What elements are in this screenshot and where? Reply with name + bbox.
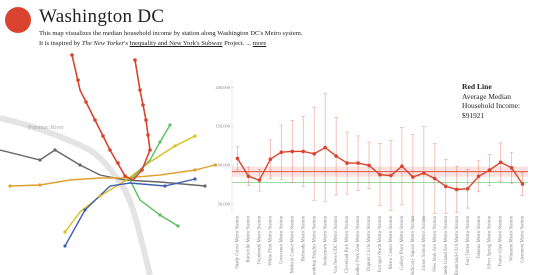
- station-point: [268, 157, 273, 161]
- station-point: [389, 173, 393, 178]
- chart: 50,000 100,000 150,000 200,000 Shady Grove M…: [215, 80, 528, 275]
- info-value: $91921: [462, 110, 485, 120]
- station-point: [345, 161, 349, 165]
- x-tick-label: Grosvenor Metro Station: [279, 215, 284, 264]
- x-tick-label: Farragut North Metro Station: [378, 215, 383, 272]
- x-tick-label: New York Ave Metro Station: [433, 215, 438, 271]
- x-tick-label: Forest Glen Metro Station: [499, 215, 504, 266]
- station-point: [465, 186, 470, 191]
- info-label: Average Median Household Income:: [462, 91, 521, 111]
- river-label: Potomac River: [28, 125, 64, 131]
- station-point: [411, 175, 415, 179]
- x-tick-label: Medical Center Metro Station: [290, 215, 295, 273]
- page-title: Washington DC: [39, 6, 165, 27]
- station-point: [378, 172, 382, 177]
- x-tick-label: Shady Grove Metro Station: [236, 215, 241, 268]
- x-tick-label: Union Station Metro Station: [422, 215, 427, 270]
- x-tick-label: White Flint Metro Station: [268, 215, 273, 265]
- x-tick-label: Metro Center Metro Station: [389, 215, 394, 269]
- station-point: [487, 168, 492, 172]
- station-point: [235, 156, 240, 161]
- x-tick-label: Fort Totten Metro Station: [466, 215, 471, 265]
- station-point: [509, 165, 514, 170]
- x-tick-label: Cleveland Park Metro Station: [345, 215, 350, 273]
- station-point: [279, 150, 284, 155]
- x-tick-label: Dupont Circle Metro Station: [367, 215, 372, 271]
- more-link[interactable]: more: [252, 40, 267, 47]
- station-point: [454, 187, 459, 192]
- x-tick-label: Tenleytown Metro Station: [323, 215, 328, 266]
- text: It is inspired by: [39, 40, 82, 47]
- station-point: [246, 174, 251, 179]
- info-box: Red Line Average Median Household Income…: [462, 82, 542, 120]
- x-tick-label: Takoma Metro Station: [477, 215, 482, 259]
- station-point: [498, 160, 503, 165]
- text: The New Yorker: [81, 40, 125, 47]
- red-line: [71, 54, 151, 181]
- text: 's: [124, 40, 130, 47]
- station-point: [257, 178, 262, 182]
- x-tick-label: Woodley Park-Zoo Metro Station: [356, 215, 361, 275]
- y-tick-label: 50,000: [218, 201, 231, 207]
- line-name: Red Line: [462, 82, 492, 91]
- blue-line: [64, 178, 196, 247]
- station-point: [334, 154, 338, 158]
- y-tick-label: 100,000: [215, 162, 230, 168]
- link[interactable]: Inequality and New York's Subway: [129, 40, 223, 47]
- y-tick-label: 150,000: [215, 124, 230, 130]
- orange-line: [9, 164, 216, 187]
- station-point: [356, 161, 360, 165]
- station-point: [367, 163, 371, 168]
- x-tick-label: Glenmont Metro Station: [521, 215, 526, 263]
- red-stations: [70, 53, 152, 178]
- silver-line: [0, 149, 206, 187]
- x-tick-label: Brookland-CUA Metro Station: [455, 215, 460, 275]
- logo: [5, 7, 31, 33]
- station-point: [400, 164, 404, 168]
- station-point: [312, 151, 317, 156]
- y-tick-label: 200,000: [215, 85, 230, 91]
- map: Potomac River: [0, 53, 217, 275]
- station-point: [323, 145, 327, 150]
- station-point: [443, 184, 448, 189]
- description: It is inspired by The New Yorker's Inequ…: [39, 40, 266, 47]
- station-point: [290, 149, 295, 154]
- station-point: [520, 182, 525, 186]
- river: [0, 115, 153, 275]
- x-tick-label: Judiciary Square Metro Station: [411, 215, 416, 275]
- station-point: [433, 176, 437, 181]
- text: Project. ...: [222, 40, 253, 47]
- x-tick-label: Gallery Place Metro Station: [400, 215, 405, 269]
- x-tick-label: Wheaton Metro Station: [510, 215, 515, 261]
- x-tick-label: Bethesda Metro Station: [301, 215, 306, 261]
- x-tick-label: Friendship Heights Metro Station: [312, 215, 317, 275]
- description: This map visualizes the median household…: [39, 30, 303, 37]
- x-tick-label: Twinbrook Metro Station: [258, 215, 263, 264]
- x-tick-label: Van Ness-UDC Metro Station: [334, 215, 339, 273]
- station-point: [301, 149, 306, 154]
- x-tick-label: Silver Spring Metro Station: [488, 215, 493, 269]
- station-point: [422, 171, 426, 175]
- station-point: [476, 174, 481, 179]
- x-tick-label: Rockville Metro Station: [247, 215, 252, 262]
- x-tick-label: Rhode Island Ave Metro Station: [444, 215, 449, 275]
- other-stations: [8, 123, 217, 248]
